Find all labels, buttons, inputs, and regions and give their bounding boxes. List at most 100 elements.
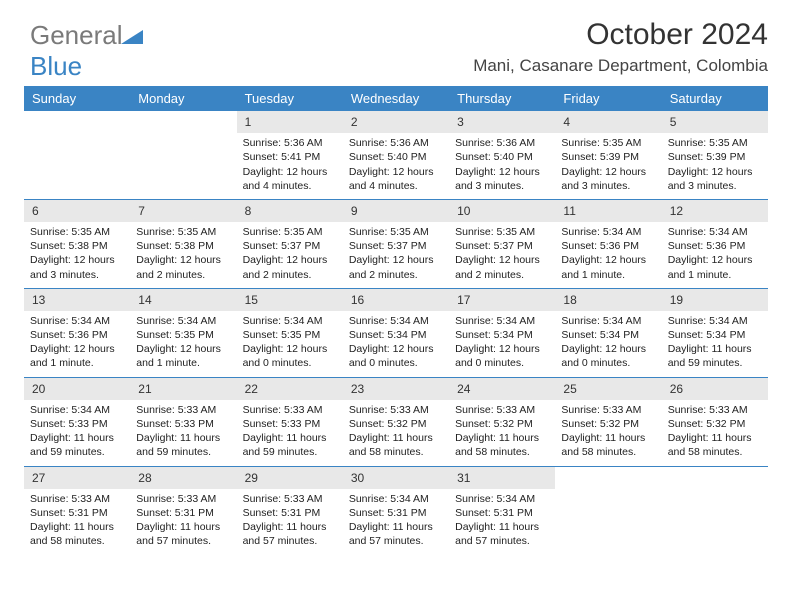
- sunset-text: Sunset: 5:36 PM: [561, 239, 655, 253]
- logo-text-blue: Blue: [30, 51, 82, 81]
- sunrise-text: Sunrise: 5:34 AM: [349, 314, 443, 328]
- week-row: 20Sunrise: 5:34 AMSunset: 5:33 PMDayligh…: [24, 377, 768, 466]
- sunset-text: Sunset: 5:38 PM: [30, 239, 124, 253]
- daylight-text: Daylight: 11 hours and 57 minutes.: [243, 520, 337, 548]
- week-row: 27Sunrise: 5:33 AMSunset: 5:31 PMDayligh…: [24, 466, 768, 555]
- sunrise-text: Sunrise: 5:33 AM: [30, 492, 124, 506]
- day-number: 12: [662, 200, 768, 222]
- logo-text-general: General: [30, 20, 123, 50]
- day-number: 27: [24, 467, 130, 489]
- day-info: Sunrise: 5:33 AMSunset: 5:32 PMDaylight:…: [662, 400, 768, 466]
- day-cell: 12Sunrise: 5:34 AMSunset: 5:36 PMDayligh…: [662, 200, 768, 288]
- day-number: 3: [449, 111, 555, 133]
- daylight-text: Daylight: 12 hours and 3 minutes.: [561, 165, 655, 193]
- sunrise-text: Sunrise: 5:33 AM: [455, 403, 549, 417]
- daylight-text: Daylight: 12 hours and 2 minutes.: [455, 253, 549, 281]
- day-number: 9: [343, 200, 449, 222]
- daylight-text: Daylight: 12 hours and 0 minutes.: [349, 342, 443, 370]
- sunset-text: Sunset: 5:32 PM: [668, 417, 762, 431]
- sunrise-text: Sunrise: 5:35 AM: [30, 225, 124, 239]
- day-number: 10: [449, 200, 555, 222]
- day-header-sunday: Sunday: [24, 86, 130, 111]
- sunset-text: Sunset: 5:33 PM: [243, 417, 337, 431]
- daylight-text: Daylight: 12 hours and 2 minutes.: [349, 253, 443, 281]
- daylight-text: Daylight: 11 hours and 58 minutes.: [668, 431, 762, 459]
- daylight-text: Daylight: 12 hours and 3 minutes.: [455, 165, 549, 193]
- day-cell: 9Sunrise: 5:35 AMSunset: 5:37 PMDaylight…: [343, 200, 449, 288]
- sunrise-text: Sunrise: 5:34 AM: [668, 314, 762, 328]
- day-number: 25: [555, 378, 661, 400]
- day-number: 4: [555, 111, 661, 133]
- week-row: 6Sunrise: 5:35 AMSunset: 5:38 PMDaylight…: [24, 199, 768, 288]
- sunset-text: Sunset: 5:32 PM: [561, 417, 655, 431]
- daylight-text: Daylight: 11 hours and 58 minutes.: [30, 520, 124, 548]
- day-cell: 19Sunrise: 5:34 AMSunset: 5:34 PMDayligh…: [662, 289, 768, 377]
- day-cell: 17Sunrise: 5:34 AMSunset: 5:34 PMDayligh…: [449, 289, 555, 377]
- daylight-text: Daylight: 12 hours and 3 minutes.: [30, 253, 124, 281]
- day-cell: 30Sunrise: 5:34 AMSunset: 5:31 PMDayligh…: [343, 467, 449, 555]
- day-number: 15: [237, 289, 343, 311]
- sunset-text: Sunset: 5:39 PM: [561, 150, 655, 164]
- empty-cell: [662, 467, 768, 555]
- day-number: 19: [662, 289, 768, 311]
- sunrise-text: Sunrise: 5:35 AM: [136, 225, 230, 239]
- sunrise-text: Sunrise: 5:34 AM: [455, 314, 549, 328]
- sunset-text: Sunset: 5:34 PM: [349, 328, 443, 342]
- daylight-text: Daylight: 11 hours and 59 minutes.: [30, 431, 124, 459]
- day-cell: 24Sunrise: 5:33 AMSunset: 5:32 PMDayligh…: [449, 378, 555, 466]
- sunrise-text: Sunrise: 5:35 AM: [561, 136, 655, 150]
- day-cell: 1Sunrise: 5:36 AMSunset: 5:41 PMDaylight…: [237, 111, 343, 199]
- sunset-text: Sunset: 5:32 PM: [455, 417, 549, 431]
- daylight-text: Daylight: 11 hours and 57 minutes.: [455, 520, 549, 548]
- sunset-text: Sunset: 5:36 PM: [668, 239, 762, 253]
- daylight-text: Daylight: 12 hours and 1 minute.: [136, 342, 230, 370]
- day-header-tuesday: Tuesday: [237, 86, 343, 111]
- sunrise-text: Sunrise: 5:36 AM: [349, 136, 443, 150]
- day-header-saturday: Saturday: [662, 86, 768, 111]
- daylight-text: Daylight: 12 hours and 2 minutes.: [136, 253, 230, 281]
- sunset-text: Sunset: 5:33 PM: [30, 417, 124, 431]
- day-number: 18: [555, 289, 661, 311]
- sunrise-text: Sunrise: 5:34 AM: [243, 314, 337, 328]
- day-cell: 21Sunrise: 5:33 AMSunset: 5:33 PMDayligh…: [130, 378, 236, 466]
- day-number: 22: [237, 378, 343, 400]
- day-number: 1: [237, 111, 343, 133]
- day-number: 28: [130, 467, 236, 489]
- sunrise-text: Sunrise: 5:33 AM: [243, 403, 337, 417]
- day-number: 5: [662, 111, 768, 133]
- sunset-text: Sunset: 5:33 PM: [136, 417, 230, 431]
- day-cell: 10Sunrise: 5:35 AMSunset: 5:37 PMDayligh…: [449, 200, 555, 288]
- day-cell: 6 Sunrise: 5:35 AMSunset: 5:38 PMDaylight…: [24, 200, 130, 288]
- sunset-text: Sunset: 5:31 PM: [455, 506, 549, 520]
- day-info: Sunrise: 5:33 AMSunset: 5:32 PMDaylight:…: [555, 400, 661, 466]
- sunrise-text: Sunrise: 5:35 AM: [243, 225, 337, 239]
- week-row: 1Sunrise: 5:36 AMSunset: 5:41 PMDaylight…: [24, 111, 768, 199]
- day-info: Sunrise: 5:34 AMSunset: 5:31 PMDaylight:…: [449, 489, 555, 555]
- sunset-text: Sunset: 5:38 PM: [136, 239, 230, 253]
- day-info: Sunrise: 5:35 AMSunset: 5:37 PMDaylight:…: [343, 222, 449, 288]
- logo-triangle-icon: [121, 30, 143, 46]
- sunset-text: Sunset: 5:36 PM: [30, 328, 124, 342]
- sunset-text: Sunset: 5:34 PM: [668, 328, 762, 342]
- day-cell: 28Sunrise: 5:33 AMSunset: 5:31 PMDayligh…: [130, 467, 236, 555]
- day-info: Sunrise: 5:33 AMSunset: 5:31 PMDaylight:…: [237, 489, 343, 555]
- sunset-text: Sunset: 5:40 PM: [349, 150, 443, 164]
- daylight-text: Daylight: 12 hours and 0 minutes.: [561, 342, 655, 370]
- sunrise-text: Sunrise: 5:34 AM: [561, 225, 655, 239]
- day-number: 6: [24, 200, 130, 222]
- sunset-text: Sunset: 5:37 PM: [455, 239, 549, 253]
- daylight-text: Daylight: 11 hours and 59 minutes.: [136, 431, 230, 459]
- sunset-text: Sunset: 5:31 PM: [136, 506, 230, 520]
- sunrise-text: Sunrise: 5:34 AM: [668, 225, 762, 239]
- day-cell: 18Sunrise: 5:34 AMSunset: 5:34 PMDayligh…: [555, 289, 661, 377]
- day-number: 31: [449, 467, 555, 489]
- sunset-text: Sunset: 5:37 PM: [349, 239, 443, 253]
- sunrise-text: Sunrise: 5:36 AM: [455, 136, 549, 150]
- daylight-text: Daylight: 12 hours and 3 minutes.: [668, 165, 762, 193]
- empty-cell: [555, 467, 661, 555]
- day-number: 29: [237, 467, 343, 489]
- day-info: Sunrise: 5:33 AMSunset: 5:33 PMDaylight:…: [237, 400, 343, 466]
- sunset-text: Sunset: 5:31 PM: [243, 506, 337, 520]
- daylight-text: Daylight: 12 hours and 2 minutes.: [243, 253, 337, 281]
- sunrise-text: Sunrise: 5:33 AM: [136, 403, 230, 417]
